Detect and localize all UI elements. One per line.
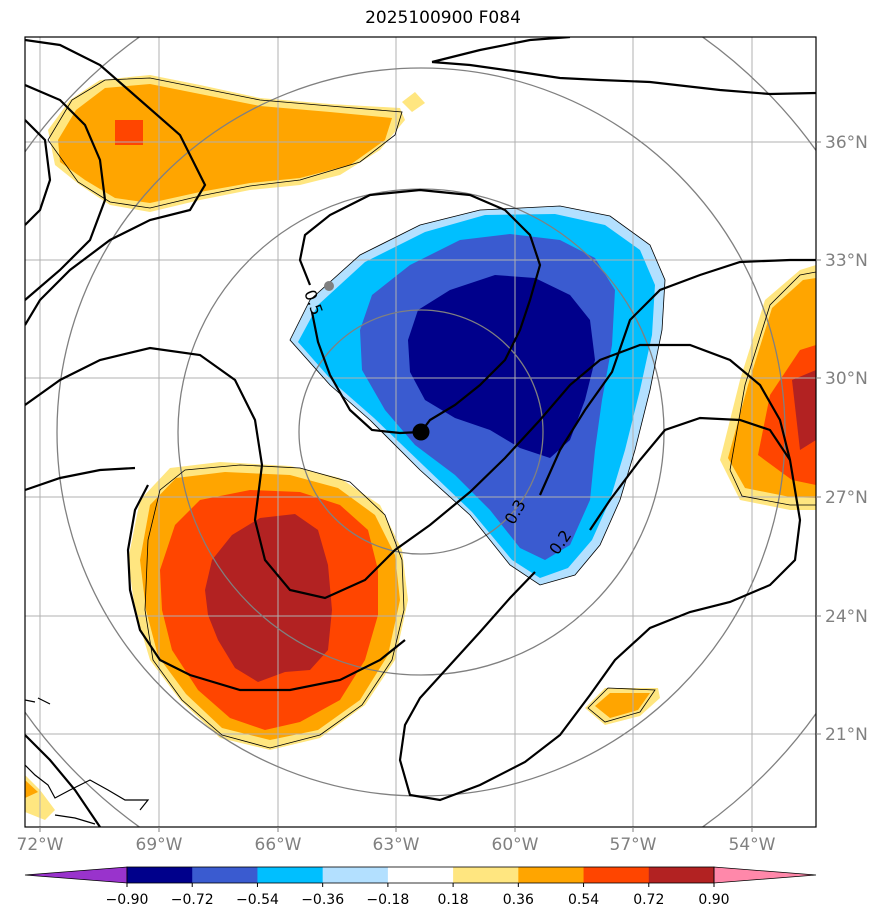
colorbar-tick-label: −0.18 <box>366 892 409 908</box>
anomaly-outlines <box>47 77 816 749</box>
colorbar-tick-label: 0.36 <box>503 892 534 908</box>
colorbar-extend-low <box>24 866 128 884</box>
lat-label: 21°N <box>825 725 868 745</box>
colorbar-tick-label: 0.54 <box>568 892 599 908</box>
positive-anomaly-east <box>720 265 816 510</box>
colorbar-swatch <box>192 867 258 883</box>
lat-label: 36°N <box>825 133 868 153</box>
tick-marks <box>39 141 821 832</box>
colorbar-tick-label: −0.54 <box>236 892 279 908</box>
colorbar-tick-label: 0.18 <box>438 892 469 908</box>
colorbar-tick-label: −0.72 <box>171 892 214 908</box>
lon-label: 63°W <box>373 835 420 855</box>
lat-label: 27°N <box>825 488 868 508</box>
colorbar-swatch <box>322 867 389 883</box>
map-title: 2025100900 F084 <box>365 8 521 28</box>
graticule <box>25 37 816 827</box>
negative-anomaly-region <box>290 206 665 585</box>
positive-anomaly-southwest <box>128 462 408 750</box>
lon-label: 72°W <box>17 835 64 855</box>
colorbar-tick-label: 0.72 <box>633 892 664 908</box>
colorbar-swatch <box>453 867 519 883</box>
storm-center-marker <box>412 423 430 441</box>
latitude-labels: 36°N 33°N 30°N 27°N 24°N 21°N <box>825 133 868 745</box>
colorbar: −0.90 −0.72 −0.54 −0.36 −0.18 0.18 0.36 0.54 0.7… <box>24 866 817 908</box>
longitude-labels: 72°W 69°W 66°W 63°W 60°W 57°W 54°W <box>17 835 776 855</box>
secondary-center-marker <box>324 281 334 291</box>
lon-label: 60°W <box>492 835 539 855</box>
lon-label: 66°W <box>255 835 302 855</box>
colorbar-tick-label: −0.90 <box>106 892 149 908</box>
colorbar-tick-label: 0.90 <box>698 892 729 908</box>
lon-label: 57°W <box>610 835 657 855</box>
plot-frame <box>24 36 817 828</box>
colorbar-swatch <box>583 867 650 883</box>
colorbar-swatch <box>648 867 715 883</box>
contour-lines <box>25 37 816 827</box>
lon-label: 54°W <box>729 835 776 855</box>
coastline <box>25 697 150 825</box>
colorbar-extend-high <box>713 866 817 884</box>
lat-label: 30°N <box>825 369 868 389</box>
colorbar-frame <box>126 866 715 884</box>
colorbar-swatch <box>257 867 324 883</box>
colorbar-tick-label: −0.36 <box>301 892 344 908</box>
lat-label: 24°N <box>825 607 868 627</box>
colorbar-swatch <box>387 867 454 883</box>
colorbar-swatch <box>518 867 585 883</box>
lon-label: 69°W <box>136 835 183 855</box>
positive-anomaly-northwest <box>48 75 425 212</box>
colorbar-swatch <box>127 867 193 883</box>
lat-label: 33°N <box>825 251 868 271</box>
